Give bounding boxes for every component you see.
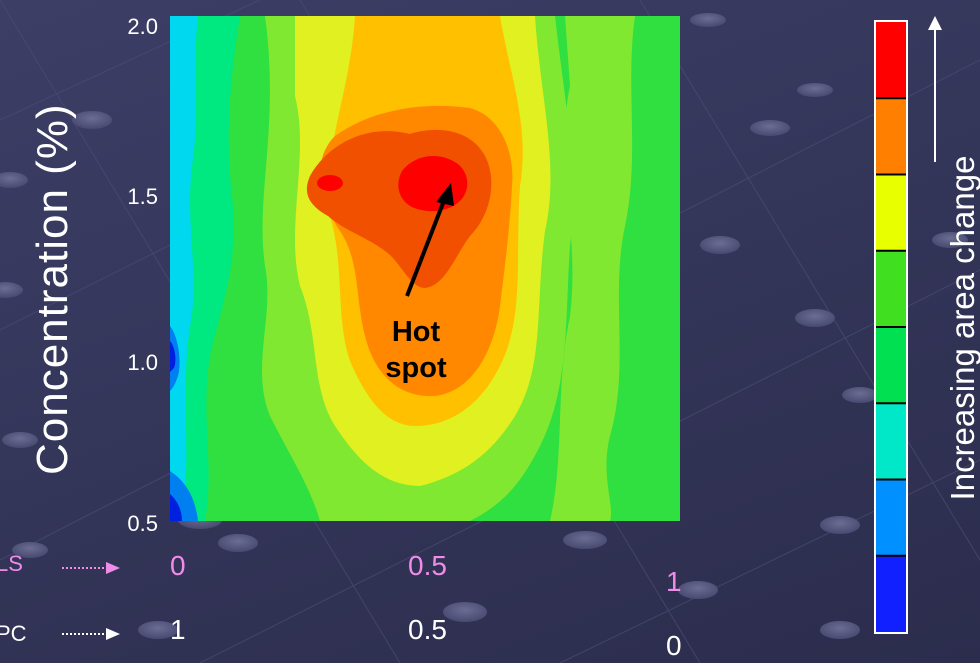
x-tick-pc: 0.5 xyxy=(408,614,447,645)
colorbar xyxy=(874,20,908,634)
heatmap-plot xyxy=(170,16,680,521)
y-tick-label: 1.0 xyxy=(127,350,158,375)
colorbar-segment xyxy=(876,327,906,404)
x-tick-ls: 0.5 xyxy=(408,550,447,581)
dotted-arrow-icon xyxy=(62,562,120,574)
colorbar-segment xyxy=(876,22,906,99)
colorbar-segment xyxy=(876,479,906,556)
annotation-line: Hot xyxy=(391,316,441,348)
colorbar-segment xyxy=(876,555,906,632)
y-axis-title: Concentration (%) xyxy=(28,103,77,475)
colorbar-segment xyxy=(876,403,906,480)
y-tick-label: 0.5 xyxy=(127,511,158,536)
y-tick-label: 1.5 xyxy=(127,184,158,209)
colorbar-label: Increasing area change xyxy=(944,155,980,501)
x-axis-pc-label: PC xyxy=(0,621,27,646)
heatmap-level xyxy=(550,16,635,521)
x-tick-pc: 1 xyxy=(170,614,186,645)
y-tick-label: 2.0 xyxy=(127,14,158,39)
hot-spot-annotation: Hot spot xyxy=(346,314,486,386)
colorbar-segment xyxy=(876,174,906,251)
annotation-line: spot xyxy=(385,352,447,384)
up-arrow-icon xyxy=(928,16,942,162)
x-axis-ls-label: LS xyxy=(0,551,23,576)
hot-spot-arrow xyxy=(405,183,454,297)
heatmap-level xyxy=(170,341,176,372)
x-tick-pc: 0 xyxy=(666,630,682,661)
heatmap-level xyxy=(317,175,343,191)
colorbar-segment xyxy=(876,98,906,175)
x-tick-ls: 0 xyxy=(170,550,186,581)
heatmap-level xyxy=(170,494,182,521)
colorbar-segment xyxy=(876,250,906,327)
dotted-arrow-icon xyxy=(62,628,120,640)
heatmap-level xyxy=(170,16,198,521)
x-tick-ls: 1 xyxy=(666,566,682,597)
